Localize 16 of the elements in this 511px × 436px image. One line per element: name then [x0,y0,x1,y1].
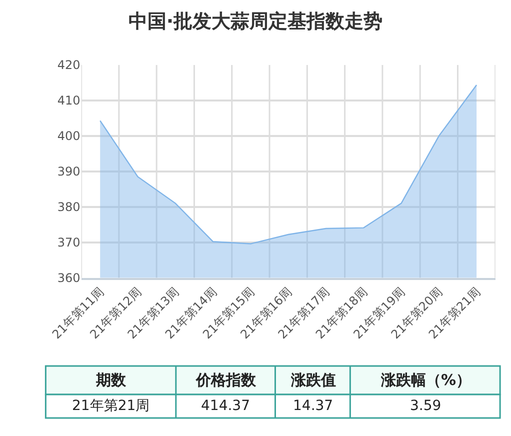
y-tick-label: 420 [57,58,80,72]
text: 21年第21周 [72,398,150,414]
y-tick-label: 400 [57,129,80,144]
text: 期数 [95,371,127,389]
y-tick-label: 410 [57,94,80,108]
text: 价格指数 [195,371,257,389]
text: 涨跌幅（%） [380,371,472,389]
chart-title: 中国·批发大蒜周定基指数走势 [128,10,383,32]
y-tick-label: 390 [57,164,80,179]
y-tick-label: 370 [57,236,80,250]
text: 涨跌值 [290,371,336,389]
y-tick-label: 380 [57,200,80,214]
text: 414.37 [201,398,250,414]
y-tick-label: 360 [57,270,80,285]
text: 3.59 [410,398,442,414]
text: 14.37 [293,398,334,414]
